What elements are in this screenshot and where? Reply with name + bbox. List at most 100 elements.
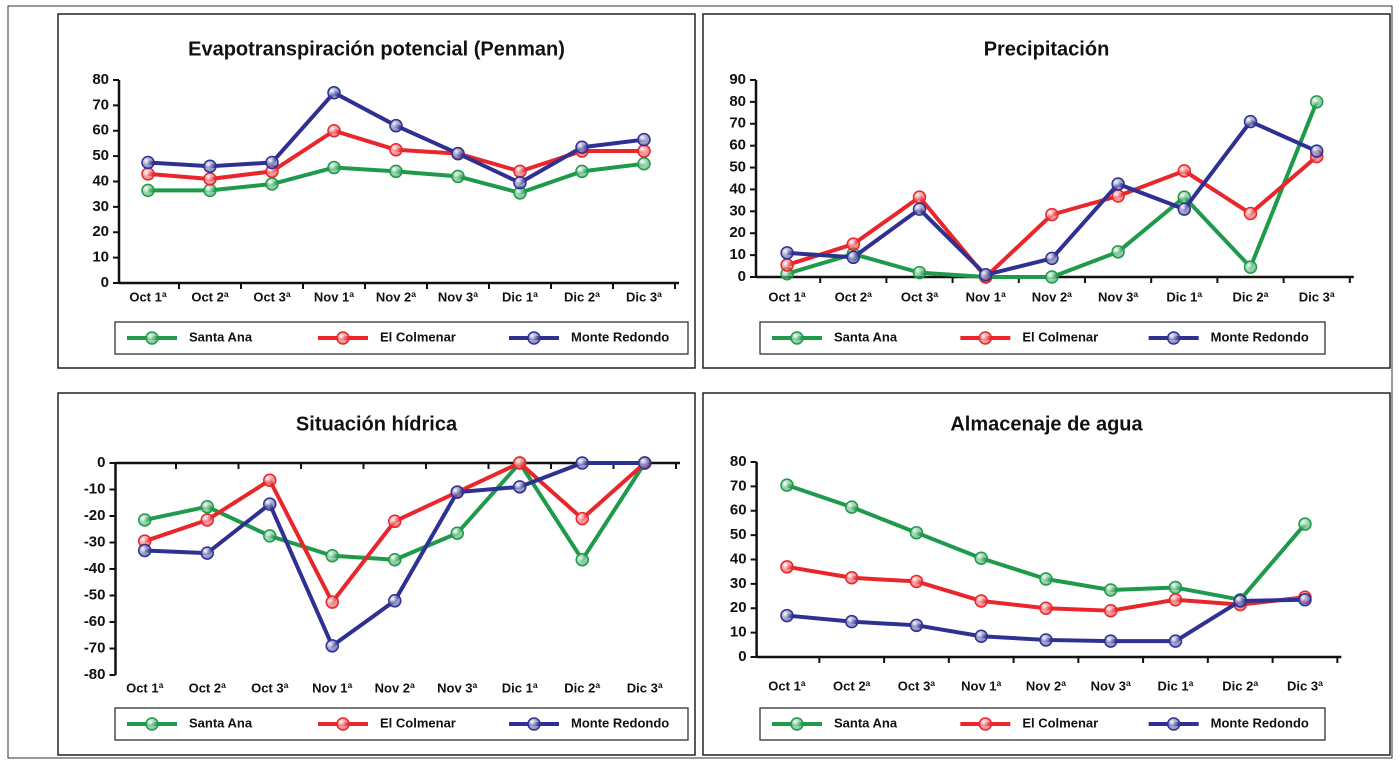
data-point bbox=[1045, 251, 1059, 266]
y-tick-label: 30 bbox=[730, 575, 747, 592]
data-point bbox=[389, 164, 403, 179]
legend-label: El Colmenar bbox=[380, 715, 456, 730]
data-point bbox=[141, 183, 155, 198]
data-point bbox=[450, 526, 464, 540]
legend-marker bbox=[978, 331, 993, 345]
data-point bbox=[1168, 634, 1183, 648]
legend-label: Monte Redondo bbox=[571, 715, 669, 730]
x-tick-label: Dic 2ª bbox=[564, 680, 600, 695]
x-tick-label: Dic 1ª bbox=[502, 680, 538, 695]
y-tick-label: 70 bbox=[729, 115, 746, 132]
y-tick-label: 90 bbox=[729, 71, 746, 88]
legend-marker bbox=[978, 717, 993, 731]
x-tick-label: Oct 1ª bbox=[129, 289, 167, 304]
x-tick-label: Nov 1ª bbox=[961, 678, 1001, 693]
data-point bbox=[844, 614, 859, 629]
data-point bbox=[1103, 583, 1118, 597]
y-tick-label: 10 bbox=[92, 249, 109, 266]
x-tick-label: Nov 3ª bbox=[1098, 289, 1138, 304]
legend bbox=[114, 707, 689, 741]
data-point bbox=[780, 560, 794, 574]
y-tick-label: -20 bbox=[84, 507, 106, 524]
legend-marker bbox=[145, 331, 159, 345]
data-point bbox=[974, 551, 988, 566]
y-tick-label: 0 bbox=[738, 268, 746, 285]
x-tick-label: Nov 2ª bbox=[376, 289, 416, 304]
x-tick-label: Nov 1ª bbox=[312, 680, 352, 695]
data-point bbox=[780, 258, 794, 272]
x-tick-label: Dic 1ª bbox=[1158, 678, 1194, 693]
y-tick-label: 50 bbox=[729, 159, 746, 176]
y-tick-label: -70 bbox=[84, 639, 106, 656]
data-point bbox=[575, 511, 589, 526]
legend-marker bbox=[145, 717, 159, 731]
data-point bbox=[1039, 633, 1053, 647]
data-point bbox=[1103, 603, 1118, 618]
data-point bbox=[575, 140, 589, 154]
data-point bbox=[909, 574, 924, 589]
data-point bbox=[327, 85, 341, 100]
data-point bbox=[1111, 245, 1125, 259]
data-point bbox=[846, 237, 861, 251]
data-point bbox=[638, 456, 652, 470]
y-tick-label: 80 bbox=[92, 71, 109, 88]
data-point bbox=[388, 552, 402, 567]
y-tick-label: -80 bbox=[84, 666, 106, 683]
data-point bbox=[388, 514, 402, 529]
y-tick-label: -50 bbox=[84, 586, 106, 603]
legend-label: Monte Redondo bbox=[1211, 329, 1309, 344]
y-tick-label: -60 bbox=[84, 613, 106, 630]
y-tick-label: 0 bbox=[97, 454, 105, 471]
data-point bbox=[1177, 164, 1192, 178]
legend-label: El Colmenar bbox=[380, 329, 456, 344]
legend-marker bbox=[527, 717, 541, 731]
data-point bbox=[325, 549, 339, 563]
data-point bbox=[513, 176, 527, 190]
data-point bbox=[141, 167, 155, 181]
data-point bbox=[909, 618, 924, 633]
data-point bbox=[203, 172, 217, 186]
data-point bbox=[388, 594, 402, 608]
data-point bbox=[200, 546, 214, 560]
legend-label: Santa Ana bbox=[189, 329, 253, 344]
x-tick-label: Oct 3ª bbox=[901, 289, 939, 304]
y-tick-label: 70 bbox=[730, 477, 747, 494]
x-tick-label: Dic 1ª bbox=[502, 289, 538, 304]
data-point bbox=[200, 499, 214, 514]
y-tick-label: 40 bbox=[729, 180, 746, 197]
data-point bbox=[325, 639, 339, 653]
data-point bbox=[1111, 189, 1125, 203]
data-point bbox=[844, 500, 859, 514]
data-point bbox=[265, 155, 279, 170]
x-tick-label: Dic 2ª bbox=[1222, 678, 1258, 693]
data-point bbox=[1298, 517, 1312, 531]
data-point bbox=[1298, 592, 1312, 607]
data-point bbox=[912, 265, 927, 280]
data-point bbox=[263, 529, 277, 543]
y-tick-label: 80 bbox=[730, 453, 747, 470]
x-tick-label: Nov 1ª bbox=[314, 289, 354, 304]
data-point bbox=[451, 169, 465, 184]
legend-label: Santa Ana bbox=[189, 715, 253, 730]
legend-marker bbox=[790, 717, 804, 731]
data-point bbox=[637, 132, 651, 147]
data-point bbox=[637, 144, 651, 158]
panel-frame bbox=[702, 13, 1391, 369]
y-tick-label: 10 bbox=[729, 246, 746, 263]
data-point bbox=[974, 629, 988, 644]
legend-marker bbox=[790, 331, 804, 345]
legend-marker bbox=[1166, 331, 1181, 345]
data-point bbox=[575, 456, 589, 470]
x-tick-label: Nov 3ª bbox=[1091, 678, 1131, 693]
x-tick-label: Oct 1ª bbox=[126, 680, 164, 695]
y-tick-label: 60 bbox=[730, 502, 747, 519]
legend-label: Monte Redondo bbox=[571, 329, 669, 344]
y-tick-label: 0 bbox=[101, 274, 109, 291]
data-point bbox=[780, 246, 794, 260]
y-tick-label: 0 bbox=[738, 648, 746, 665]
data-point bbox=[325, 595, 339, 609]
x-tick-label: Nov 2ª bbox=[375, 680, 415, 695]
x-tick-label: Oct 1ª bbox=[768, 678, 806, 693]
data-point bbox=[513, 480, 527, 494]
